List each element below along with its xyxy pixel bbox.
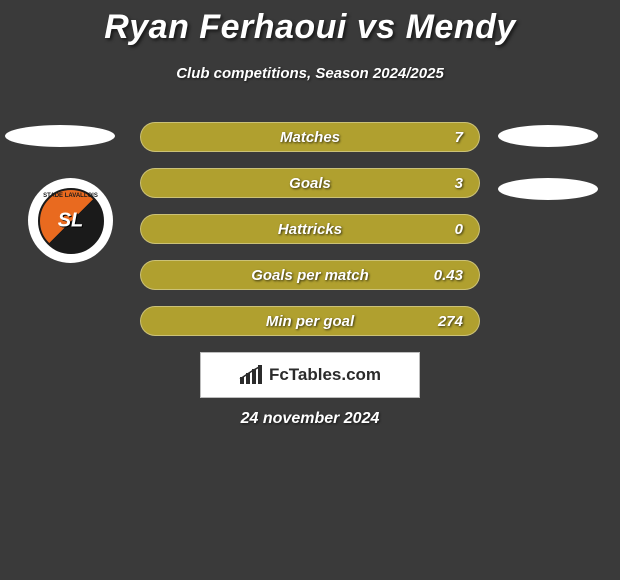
- stat-value: 274: [438, 313, 463, 330]
- stat-row-goals-per-match: Goals per match 0.43: [140, 260, 480, 290]
- stat-row-goals: Goals 3: [140, 168, 480, 198]
- comparison-title: Ryan Ferhaoui vs Mendy: [0, 0, 620, 47]
- stat-value: 3: [455, 175, 463, 192]
- comparison-subtitle: Club competitions, Season 2024/2025: [0, 65, 620, 82]
- stat-label: Goals per match: [251, 267, 369, 284]
- stats-table: Matches 7 Goals 3 Hattricks 0 Goals per …: [140, 122, 480, 352]
- stat-value: 0.43: [434, 267, 463, 284]
- stat-value: 7: [455, 129, 463, 146]
- stat-label: Hattricks: [278, 221, 342, 238]
- stat-row-min-per-goal: Min per goal 274: [140, 306, 480, 336]
- player-photo-placeholder-left: [5, 125, 115, 147]
- stat-row-matches: Matches 7: [140, 122, 480, 152]
- branding-box: FcTables.com: [200, 352, 420, 398]
- club-badge-left: STADE LAVALLOIS SL: [28, 178, 113, 263]
- club-badge-arc-text: STADE LAVALLOIS: [43, 193, 98, 199]
- bar-chart-icon: [239, 365, 263, 385]
- player-photo-placeholder-right: [498, 125, 598, 147]
- club-badge-text: SL: [58, 209, 84, 232]
- stat-row-hattricks: Hattricks 0: [140, 214, 480, 244]
- snapshot-date: 24 november 2024: [0, 410, 620, 428]
- branding-text: FcTables.com: [269, 365, 381, 385]
- stat-label: Goals: [289, 175, 331, 192]
- stat-value: 0: [455, 221, 463, 238]
- stat-label: Min per goal: [266, 313, 354, 330]
- club-badge-placeholder-right: [498, 178, 598, 200]
- stat-label: Matches: [280, 129, 340, 146]
